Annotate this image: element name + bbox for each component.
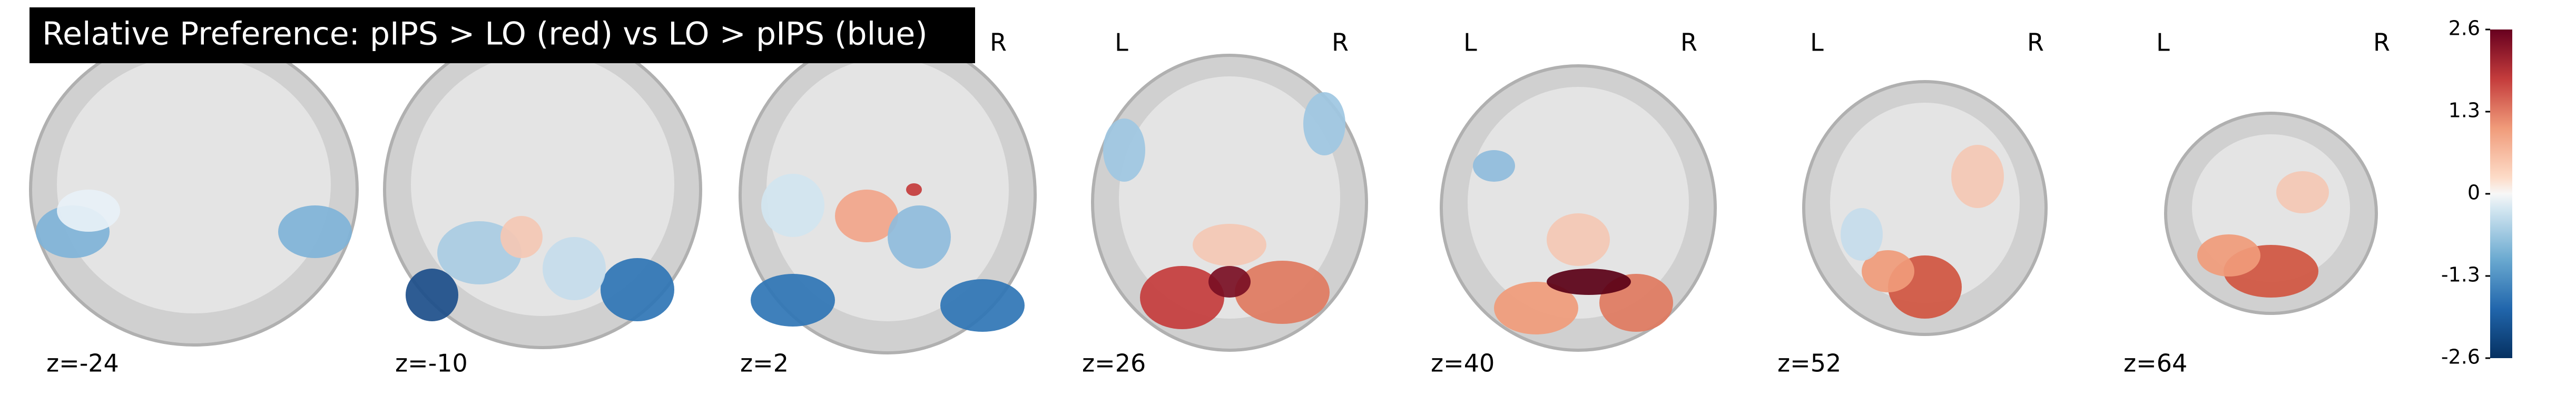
activation-blob xyxy=(1841,208,1883,261)
right-label: R xyxy=(1332,28,1349,57)
activation-blob xyxy=(1473,150,1515,182)
activation-blob xyxy=(1862,250,1914,292)
colorbar-tick-label: -1.3 xyxy=(2441,263,2480,287)
brain-slices xyxy=(29,30,2378,354)
activation-blob xyxy=(1547,213,1610,266)
colorbar-tick-label: 0 xyxy=(2467,181,2480,204)
activation-blob xyxy=(751,274,835,327)
activation-blob xyxy=(1547,269,1631,295)
slice-label: z=2 xyxy=(740,349,789,378)
activation-blob xyxy=(278,205,352,258)
right-label: R xyxy=(1680,28,1697,57)
colorbar xyxy=(2490,29,2512,358)
activation-blob xyxy=(500,216,543,258)
brain-inner xyxy=(1468,87,1689,319)
brain-inner xyxy=(57,55,331,313)
activation-blob xyxy=(1140,266,1224,329)
brain-inner xyxy=(1119,76,1340,319)
activation-blob xyxy=(406,269,458,321)
title: Relative Preference: pIPS > LO (red) vs … xyxy=(42,16,928,53)
brain-inner xyxy=(766,58,1009,321)
activation-blob xyxy=(57,190,120,232)
activation-blob xyxy=(888,205,951,269)
activation-blob xyxy=(543,237,606,300)
activation-blob xyxy=(1193,224,1266,266)
slice-label: z=26 xyxy=(1082,349,1146,378)
activation-blob xyxy=(1303,92,1345,155)
activation-blob xyxy=(1494,282,1578,334)
right-label: R xyxy=(990,28,1007,57)
activation-blob xyxy=(761,174,824,237)
left-label: L xyxy=(1810,28,1824,57)
activation-blob xyxy=(2197,234,2260,276)
activation-blob xyxy=(601,258,674,321)
activation-blob xyxy=(2276,171,2329,213)
activation-blob xyxy=(835,190,898,242)
colorbar-tick-label: 1.3 xyxy=(2449,99,2480,122)
activation-blob xyxy=(1951,145,2004,208)
slice-label: z=52 xyxy=(1777,349,1841,378)
slice-label: z=40 xyxy=(1431,349,1495,378)
colorbar-tick-label: -2.6 xyxy=(2441,345,2480,369)
right-label: R xyxy=(2373,28,2390,57)
activation-blob xyxy=(1235,261,1330,324)
left-label: L xyxy=(2156,28,2170,57)
activation-blob xyxy=(1103,118,1145,182)
activation-blob xyxy=(906,183,922,196)
activation-blob xyxy=(1208,266,1251,298)
slice-label: z=-24 xyxy=(46,349,119,378)
slice-label: z=-10 xyxy=(395,349,468,378)
left-label: L xyxy=(1115,28,1128,57)
activation-blob xyxy=(940,279,1025,332)
title-box xyxy=(30,7,975,63)
left-label: L xyxy=(1463,28,1477,57)
colorbar-ticks: 2.6 1.3 0 -1.3 -2.6 xyxy=(2441,17,2490,369)
colorbar-tick-label: 2.6 xyxy=(2449,17,2480,40)
slice-label: z=64 xyxy=(2123,349,2187,378)
right-label: R xyxy=(2027,28,2044,57)
